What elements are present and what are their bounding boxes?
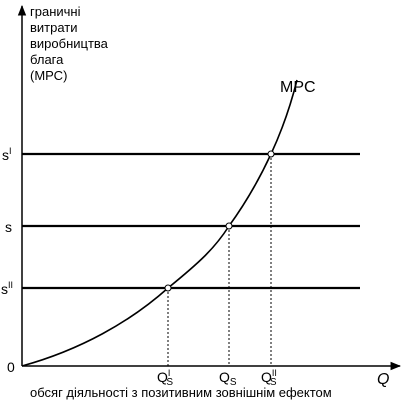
intersection-point-s-II — [164, 284, 172, 292]
y-axis-label-line: витрати — [30, 20, 78, 35]
y-axis-label: граничні витрати виробництва блага (МРС) — [30, 4, 160, 84]
y-axis-label-line: блага — [30, 52, 64, 67]
x-axis-symbol: Q — [377, 371, 389, 388]
price-label-s-I: sI — [2, 146, 12, 163]
intersection-point-s — [225, 222, 233, 230]
price-label-s: s — [5, 219, 12, 235]
x-axis-label: обсяг діяльності з позитивним зовнішнім … — [30, 385, 332, 400]
y-axis-label-line: (МРС) — [30, 68, 68, 83]
quantity-label-QS-II: QIIS — [261, 368, 277, 388]
mpc-curve — [21, 79, 298, 367]
intersection-point-s-I — [267, 150, 275, 158]
quantity-label-QS-I: QIS — [157, 368, 174, 388]
price-label-s-II: sII — [1, 280, 14, 297]
mpc-curve-label: MPC — [280, 79, 316, 96]
origin-label: 0 — [7, 359, 15, 375]
quantity-label-QS: QS — [219, 369, 237, 388]
y-axis-label-line: граничні — [30, 4, 81, 19]
y-axis-label-line: виробництва — [30, 36, 108, 51]
